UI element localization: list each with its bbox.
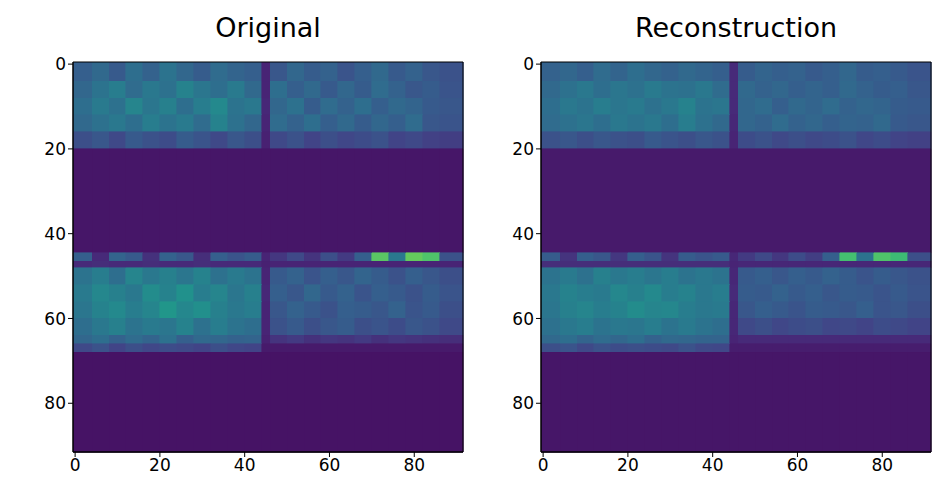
svg-text:20: 20	[149, 455, 171, 475]
svg-text:20: 20	[617, 455, 639, 475]
svg-text:0: 0	[55, 54, 66, 74]
svg-text:80: 80	[403, 455, 425, 475]
svg-text:0: 0	[523, 54, 534, 74]
svg-text:0: 0	[538, 455, 549, 475]
svg-text:60: 60	[319, 455, 341, 475]
svg-text:40: 40	[512, 224, 534, 244]
html-text:Original: Original	[215, 12, 321, 43]
svg-text:80: 80	[871, 455, 893, 475]
svg-text:40: 40	[702, 455, 724, 475]
svg-text:60: 60	[787, 455, 809, 475]
svg-text:0: 0	[70, 455, 81, 475]
svg-text:40: 40	[234, 455, 256, 475]
svg-text:20: 20	[44, 139, 66, 159]
svg-text:60: 60	[512, 309, 534, 329]
svg-text:40: 40	[44, 224, 66, 244]
svg-text:80: 80	[44, 393, 66, 413]
svg-text:60: 60	[44, 309, 66, 329]
svg-text:20: 20	[512, 139, 534, 159]
svg-text:80: 80	[512, 393, 534, 413]
html-text:Reconstruction: Reconstruction	[635, 12, 837, 43]
